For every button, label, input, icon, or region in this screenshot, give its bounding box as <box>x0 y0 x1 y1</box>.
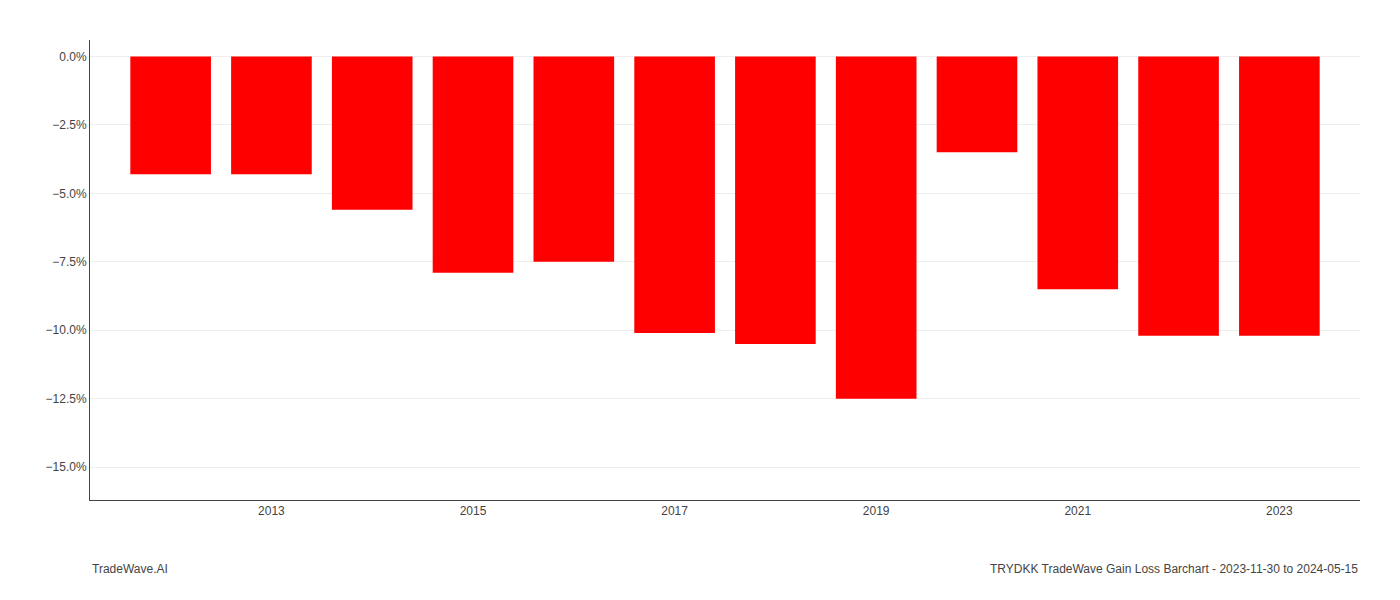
svg-text:−2.5%: −2.5% <box>52 118 87 132</box>
svg-text:−12.5%: −12.5% <box>46 392 87 406</box>
svg-text:−7.5%: −7.5% <box>52 255 87 269</box>
svg-text:TRYDKK TradeWave Gain Loss Bar: TRYDKK TradeWave Gain Loss Barchart - 20… <box>990 562 1358 576</box>
svg-text:TradeWave.AI: TradeWave.AI <box>92 562 168 576</box>
svg-text:2015: 2015 <box>460 504 487 518</box>
svg-text:2021: 2021 <box>1064 504 1091 518</box>
svg-text:−10.0%: −10.0% <box>46 323 87 337</box>
svg-text:2017: 2017 <box>661 504 688 518</box>
svg-text:2013: 2013 <box>258 504 285 518</box>
svg-text:−5.0%: −5.0% <box>52 187 87 201</box>
svg-text:0.0%: 0.0% <box>59 50 87 64</box>
svg-text:2019: 2019 <box>863 504 890 518</box>
svg-text:2023: 2023 <box>1266 504 1293 518</box>
svg-text:−15.0%: −15.0% <box>46 460 87 474</box>
